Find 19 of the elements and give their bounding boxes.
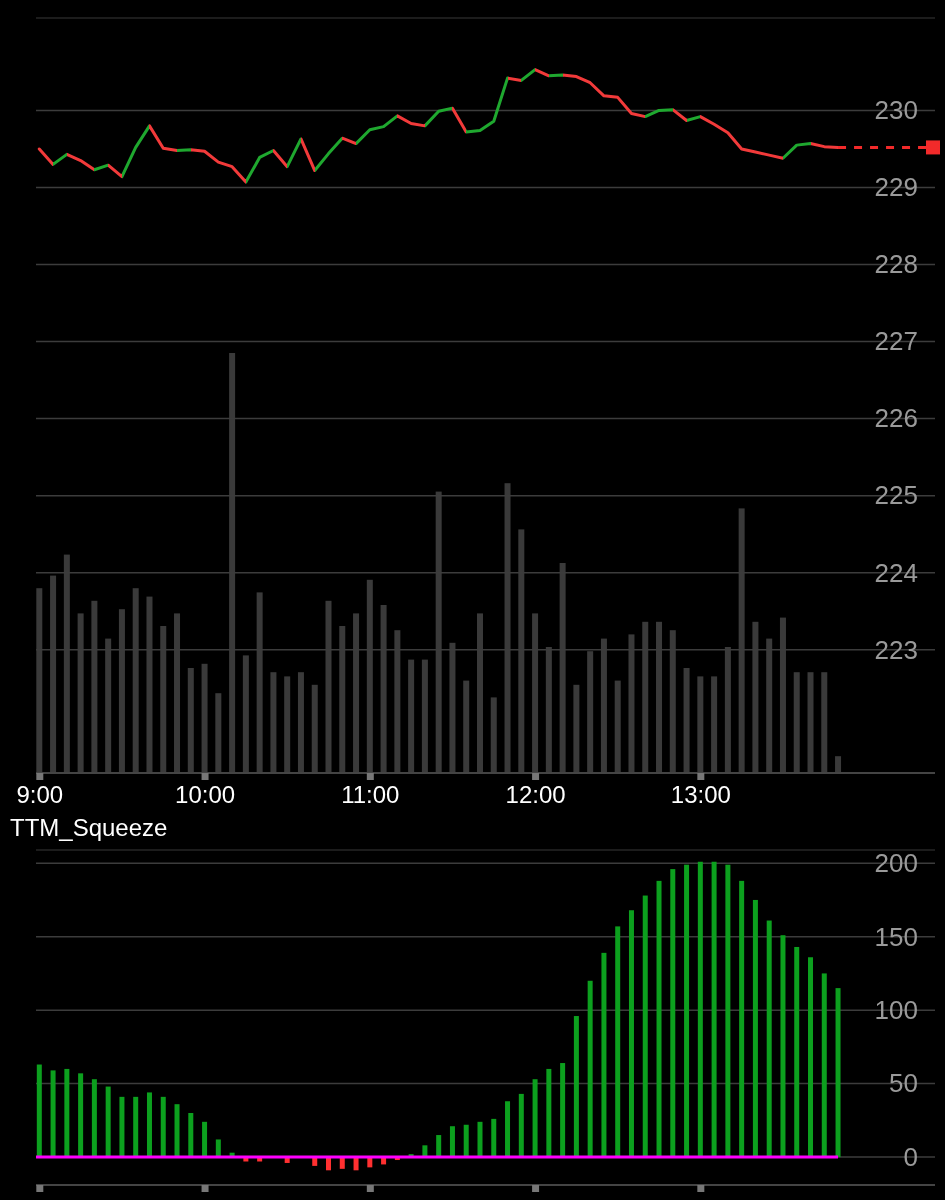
y-tick-label: 0 (903, 1141, 918, 1172)
y-tick-label: 50 (889, 1068, 918, 1099)
y-tick-label: 100 (874, 994, 918, 1025)
y-tick-label: 228 (874, 249, 918, 280)
y-tick-label: 224 (874, 557, 918, 588)
x-tick-label: 13:00 (670, 781, 731, 809)
y-tick-label: 230 (874, 95, 918, 126)
y-tick-label: 200 (874, 848, 918, 879)
x-tick-label: 9:00 (16, 781, 64, 809)
y-tick-label: 225 (874, 480, 918, 511)
x-tick-label: 12:00 (505, 781, 566, 809)
y-tick-label: 223 (874, 634, 918, 665)
y-tick-label: 229 (874, 172, 918, 203)
x-tick-label: 10:00 (175, 781, 236, 809)
y-tick-label: 227 (874, 326, 918, 357)
x-tick-label: 11:00 (341, 781, 400, 809)
y-tick-label: 226 (874, 403, 918, 434)
y-tick-label: 150 (874, 921, 918, 952)
chart-title: TTM_Squeeze (10, 814, 168, 841)
